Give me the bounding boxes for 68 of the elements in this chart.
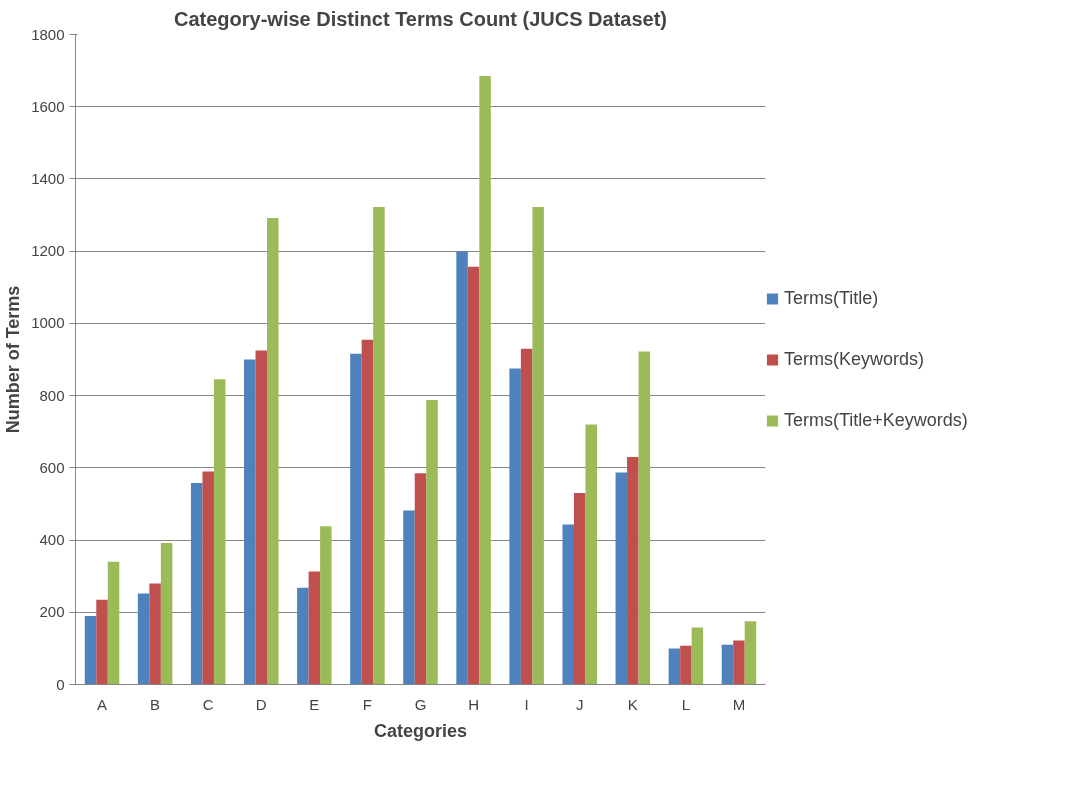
bar	[308, 571, 321, 685]
bar	[532, 207, 544, 685]
bar	[96, 599, 108, 685]
bar	[456, 251, 468, 685]
x-tick-label: B	[150, 695, 161, 713]
bar	[107, 561, 120, 685]
x-tick-label: C	[202, 695, 214, 713]
bar	[149, 583, 161, 685]
x-tick-label: K	[627, 695, 638, 713]
bar	[414, 473, 427, 685]
bar	[721, 644, 734, 685]
legend-label: Terms(Title+Keywords)	[784, 409, 968, 431]
y-tick-label: 1600	[31, 97, 65, 115]
bar	[573, 493, 586, 685]
bar	[255, 350, 268, 685]
bar	[668, 648, 681, 685]
y-tick-label: 1000	[31, 314, 65, 332]
bar	[213, 379, 226, 685]
bar	[509, 368, 521, 685]
bar	[320, 526, 332, 685]
bar	[615, 472, 628, 685]
x-tick-label: F	[362, 695, 373, 713]
bar	[350, 353, 362, 685]
y-tick-label: 1200	[31, 242, 65, 260]
legend-label: Terms(Keywords)	[784, 348, 925, 370]
bar	[680, 645, 692, 685]
x-tick-label: A	[97, 695, 108, 713]
x-tick-label: I	[524, 695, 529, 713]
bar	[562, 524, 574, 685]
bar	[84, 615, 97, 685]
bar	[627, 457, 639, 685]
y-tick-label: 200	[39, 603, 65, 621]
bar	[638, 351, 651, 685]
bar	[403, 510, 415, 685]
bar	[733, 640, 745, 685]
legend-label: Terms(Title)	[784, 287, 879, 309]
x-tick-label: J	[575, 695, 584, 713]
x-tick-label: G	[414, 695, 427, 713]
x-tick-label: H	[468, 695, 479, 713]
bar	[520, 348, 533, 685]
bar	[267, 217, 279, 685]
bar	[373, 207, 385, 685]
y-tick-label: 1400	[31, 169, 65, 187]
y-tick-label: 0	[56, 675, 65, 693]
x-tick-label: M	[732, 695, 746, 713]
x-tick-label: L	[681, 695, 691, 713]
y-tick-label: 600	[39, 458, 65, 476]
bar	[479, 76, 491, 685]
x-tick-label: E	[309, 695, 320, 713]
y-tick-label: 400	[39, 531, 65, 549]
chart-title: Category-wise Distinct Terms Count (JUCS Dataset)	[173, 7, 668, 30]
bar	[137, 593, 150, 685]
bar	[202, 471, 214, 685]
bar	[585, 424, 597, 685]
y-tick-label: 1800	[31, 25, 65, 43]
y-axis-title: Number of Terms	[3, 285, 24, 434]
y-tick-label: 800	[39, 386, 65, 404]
bar	[160, 542, 173, 685]
bar	[244, 359, 256, 685]
bar	[744, 621, 757, 685]
bar	[190, 483, 203, 685]
bar	[361, 339, 374, 685]
bar	[467, 266, 480, 685]
bar	[297, 587, 309, 685]
x-tick-label: D	[255, 695, 267, 713]
bar	[426, 399, 438, 685]
bar	[691, 627, 704, 685]
x-axis-title: Categories	[373, 720, 468, 741]
